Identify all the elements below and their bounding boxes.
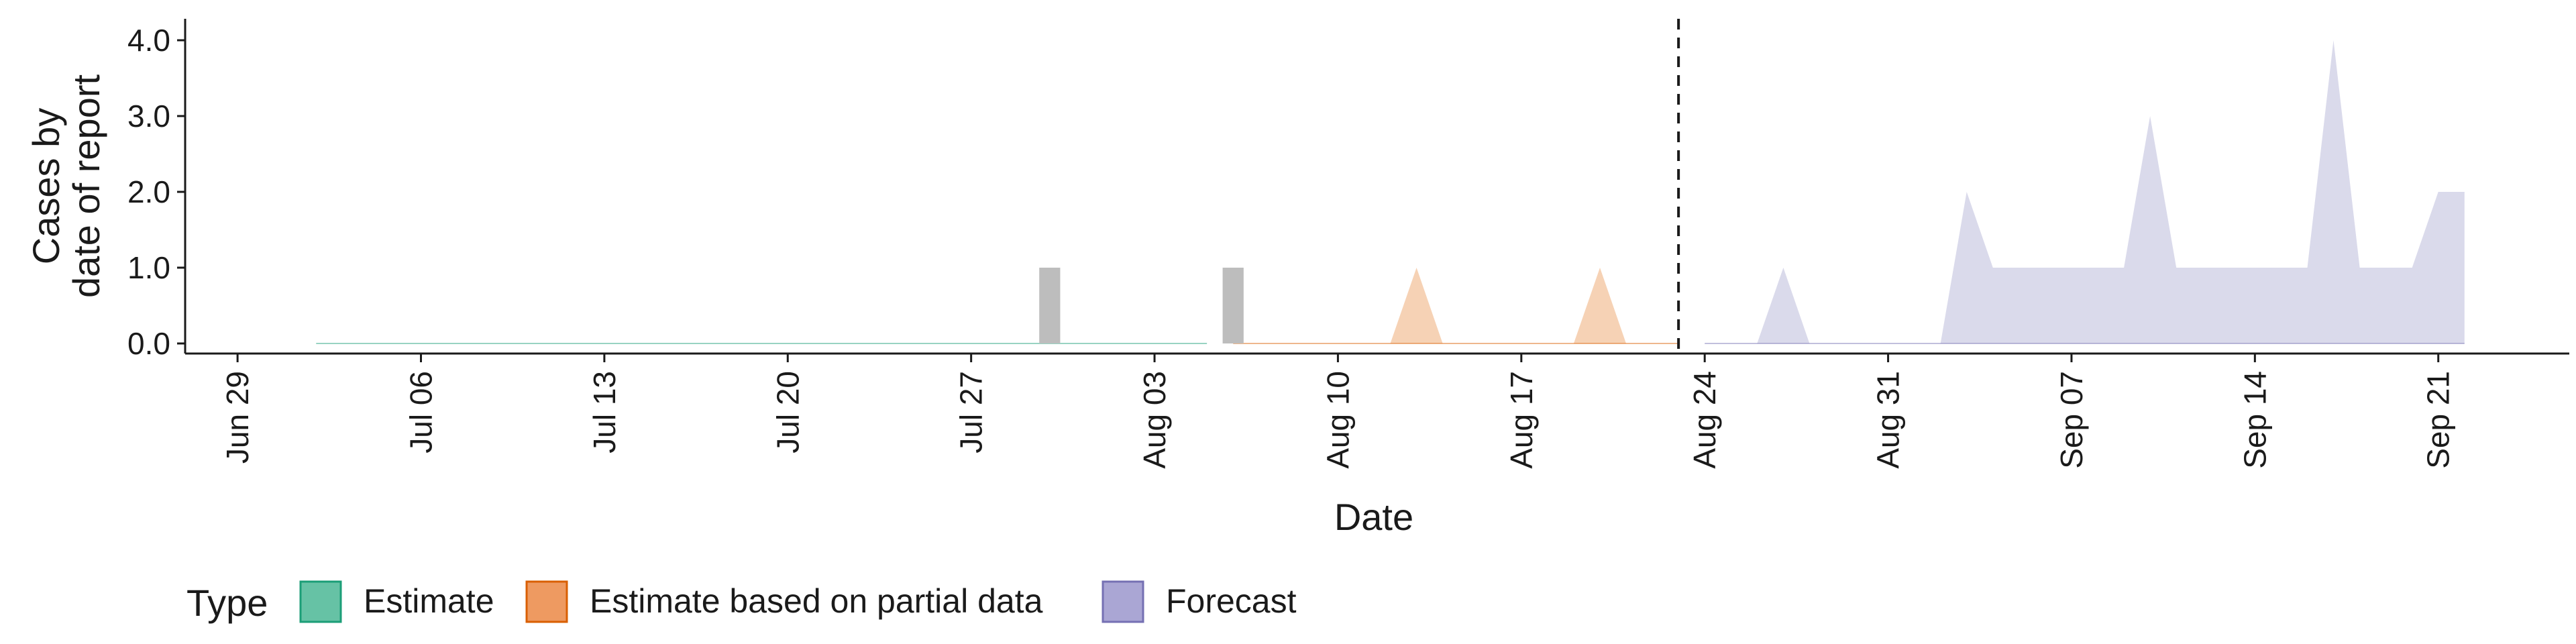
plot-area <box>316 19 2465 354</box>
x-tick-label-4: Jul 27 <box>954 371 989 453</box>
y-tick-label-2: 2.0 <box>127 174 170 209</box>
x-tick-label-6: Aug 10 <box>1320 371 1355 469</box>
y-tick-label-3: 3.0 <box>127 99 170 133</box>
x-tick-label-12: Sep 21 <box>2421 371 2456 469</box>
x-tick-label-10: Sep 07 <box>2054 371 2089 469</box>
legend-label-2: Forecast <box>1166 582 1297 620</box>
x-tick-label-11: Sep 14 <box>2237 371 2272 469</box>
x-tick-label-0: Jun 29 <box>220 371 255 464</box>
y-axis: 0.0 1.0 2.0 3.0 4.0 <box>127 19 186 361</box>
y-axis-title-line-0: Cases by <box>25 108 67 264</box>
area-series-1 <box>1233 268 1679 343</box>
legend: Type Estimate Estimate based on partial da… <box>186 580 1297 624</box>
x-tick-label-2: Jul 13 <box>587 371 622 453</box>
y-axis-title-line-1: date of report <box>65 74 107 299</box>
x-tick-label-9: Aug 31 <box>1871 371 1906 469</box>
y-axis-title: Cases bydate of report <box>25 74 107 299</box>
x-tick-label-7: Aug 17 <box>1504 371 1539 469</box>
y-tick-label-0: 0.0 <box>127 326 170 361</box>
y-tick-label-1: 1.0 <box>127 250 170 285</box>
observed-bar-1 <box>1222 268 1244 343</box>
legend-key-1 <box>525 580 568 623</box>
legend-title: Type <box>186 582 268 624</box>
x-tick-label-8: Aug 24 <box>1687 371 1722 469</box>
x-tick-label-3: Jul 20 <box>770 371 805 453</box>
observed-bar-0 <box>1039 268 1061 343</box>
legend-key-2 <box>1102 580 1144 623</box>
x-tick-label-1: Jul 06 <box>403 371 438 453</box>
x-axis: Jun 29 Jul 06 Jul 13 Jul 20 Jul 27 Aug 03 Aug … <box>185 352 2569 469</box>
area-series-2 <box>1705 40 2465 343</box>
legend-label-0: Estimate <box>364 582 494 620</box>
x-tick-label-5: Aug 03 <box>1137 371 1172 469</box>
legend-label-1: Estimate based on partial data <box>590 582 1043 620</box>
x-axis-title: Date <box>1334 496 1413 538</box>
legend-key-0 <box>299 580 342 623</box>
y-tick-label-4: 4.0 <box>127 23 170 58</box>
